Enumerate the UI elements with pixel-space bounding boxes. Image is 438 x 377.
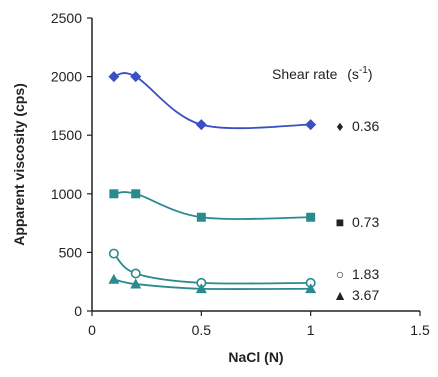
- y-tick-label: 2000: [51, 69, 82, 85]
- legend-label: 0.36: [352, 118, 379, 134]
- legend-label: 0.73: [352, 214, 379, 230]
- data-point-square: [131, 189, 141, 199]
- y-tick-label: 2500: [51, 10, 82, 26]
- x-tick-label: 1: [307, 322, 315, 338]
- series-line: [113, 191, 311, 220]
- data-point-triangle: [195, 283, 207, 294]
- legend-label: 3.67: [352, 287, 379, 303]
- legend-title-unit: (s: [347, 66, 359, 82]
- x-tick-label: 0.5: [192, 322, 212, 338]
- legend-title-main: Shear rate: [272, 66, 338, 82]
- legend-label: 1.83: [352, 266, 379, 282]
- legend-symbol-square: ■: [336, 214, 344, 230]
- y-tick-label: 1500: [51, 127, 82, 143]
- data-point-square: [306, 212, 316, 222]
- series-line: [113, 252, 311, 285]
- data-point-diamond: [130, 71, 142, 83]
- series-0.36: [108, 71, 317, 131]
- data-point-diamond: [108, 71, 120, 83]
- data-point-circle: [108, 248, 119, 259]
- y-tick-label: 0: [74, 303, 82, 319]
- series-0.73: [109, 189, 316, 222]
- series-line: [113, 72, 311, 130]
- data-point-triangle: [305, 283, 317, 294]
- legend-layer: ♦ 0.36 ■ 0.73 ○ 1.83 ▲ 3.67: [333, 118, 379, 303]
- data-point-circle: [130, 268, 141, 279]
- x-axis-title: NaCl (N): [228, 349, 283, 365]
- legend-symbol-circle-open: ○: [336, 266, 344, 282]
- data-point-triangle: [130, 278, 142, 289]
- series-3.67: [108, 273, 317, 294]
- x-tick-label: 0: [88, 322, 96, 338]
- y-axis-title: Apparent viscosity (cps): [11, 83, 27, 246]
- data-point-square: [109, 189, 119, 199]
- x-tick-label: 1.5: [410, 322, 430, 338]
- x-axis-ticks: 0 0.5 1 1.5: [88, 311, 430, 338]
- data-point-diamond: [195, 119, 207, 131]
- data-point-diamond: [305, 119, 317, 131]
- data-point-triangle: [108, 273, 120, 284]
- series-layer: [108, 71, 317, 294]
- y-axis-ticks: 0 500 1000 1500 2000 2500: [51, 10, 92, 319]
- series-1.83: [108, 248, 316, 288]
- legend-symbol-triangle: ▲: [333, 287, 347, 303]
- legend-title-close: ): [368, 66, 373, 82]
- legend-title: Shear rate (s-1): [272, 65, 373, 82]
- data-point-square: [196, 212, 206, 222]
- legend-symbol-diamond: ♦: [336, 118, 343, 134]
- series-line: [113, 278, 311, 290]
- y-tick-label: 1000: [51, 186, 82, 202]
- y-tick-label: 500: [59, 244, 83, 260]
- legend-title-sup: -1: [359, 65, 368, 76]
